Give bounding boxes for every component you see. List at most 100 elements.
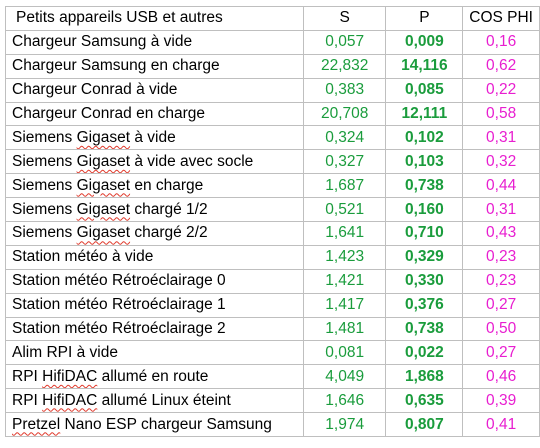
- table-row: Chargeur Conrad en charge 20,708 12,111 0,5…: [5, 101, 540, 127]
- table-row: Station météo Rétroéclairage 2 1,481 0,738…: [5, 316, 540, 342]
- device-label-text: Station météo Rétroéclairage 1: [12, 296, 226, 314]
- s-value-cell[interactable]: 1,646: [302, 388, 387, 414]
- device-label-misspelled-word: Gigaset: [76, 176, 131, 194]
- device-label-text: chargé 1/2: [130, 200, 208, 218]
- cos-phi-value-cell[interactable]: 0,27: [462, 340, 540, 366]
- device-label-cell[interactable]: Siemens Gigaset à vide avec socle: [5, 149, 304, 175]
- p-value-cell[interactable]: 0,160: [385, 197, 464, 223]
- device-label-cell[interactable]: RPI HifiDAC allumé Linux éteint: [5, 388, 304, 414]
- s-value-cell[interactable]: 0,324: [302, 125, 387, 151]
- device-label-text: Station météo Rétroéclairage 0: [12, 272, 226, 290]
- s-value-cell[interactable]: 20,708: [302, 101, 387, 127]
- device-label-text: Siemens: [12, 200, 77, 218]
- device-label-cell[interactable]: Chargeur Conrad à vide: [5, 77, 304, 103]
- device-label-misspelled-word: HifiDAC: [42, 391, 98, 409]
- s-value-cell[interactable]: 4,049: [302, 364, 387, 390]
- cos-phi-value-cell[interactable]: 0,44: [462, 173, 540, 199]
- device-label-cell[interactable]: Chargeur Conrad en charge: [5, 101, 304, 127]
- s-value-cell[interactable]: 1,423: [302, 244, 387, 270]
- device-label-text: Chargeur Conrad à vide: [12, 81, 178, 99]
- s-value-cell[interactable]: 1,421: [302, 268, 387, 294]
- device-label-cell[interactable]: Siemens Gigaset chargé 2/2: [5, 221, 304, 246]
- device-label-cell[interactable]: Station météo Rétroéclairage 1: [5, 292, 304, 318]
- s-value-cell[interactable]: 0,521: [302, 197, 387, 223]
- header-s[interactable]: S: [302, 6, 387, 31]
- table-row: Station météo Rétroéclairage 1 1,417 0,376…: [5, 292, 540, 318]
- p-value-cell[interactable]: 14,116: [385, 53, 464, 79]
- cos-phi-value-cell[interactable]: 0,39: [462, 388, 540, 414]
- device-label-cell[interactable]: Siemens Gigaset chargé 1/2: [5, 197, 304, 223]
- cos-phi-value-cell[interactable]: 0,23: [462, 268, 540, 294]
- device-label-text: Station météo Rétroéclairage 2: [12, 320, 226, 338]
- device-label-cell[interactable]: Alim RPI à vide: [5, 340, 304, 366]
- table-row: Siemens Gigaset à vide avec socle 0,327 0,…: [5, 149, 540, 175]
- s-value-cell[interactable]: 1,974: [302, 412, 387, 438]
- cos-phi-value-cell[interactable]: 0,31: [462, 125, 540, 151]
- p-value-cell[interactable]: 0,103: [385, 149, 464, 175]
- cos-phi-value-cell[interactable]: 0,41: [462, 412, 540, 438]
- p-value-cell[interactable]: 0,738: [385, 316, 464, 342]
- cos-phi-value-cell[interactable]: 0,31: [462, 197, 540, 223]
- device-label-text: allumé en route: [97, 367, 209, 385]
- device-label-text: chargé 2/2: [130, 224, 208, 242]
- p-value-cell[interactable]: 0,635: [385, 388, 464, 414]
- p-value-cell[interactable]: 0,738: [385, 173, 464, 199]
- p-value-cell[interactable]: 12,111: [385, 101, 464, 127]
- table-row: Siemens Gigaset en charge 1,687 0,738 0,44: [5, 173, 540, 199]
- device-label-text: allumé Linux éteint: [97, 391, 231, 409]
- device-label-text: RPI: [12, 391, 43, 409]
- device-label-text: Chargeur Samsung en charge: [12, 57, 220, 75]
- p-value-cell[interactable]: 0,710: [385, 221, 464, 246]
- cos-phi-value-cell[interactable]: 0,22: [462, 77, 540, 103]
- device-label-cell[interactable]: Chargeur Samsung en charge: [5, 53, 304, 79]
- s-value-cell[interactable]: 1,417: [302, 292, 387, 318]
- cos-phi-value-cell[interactable]: 0,16: [462, 29, 540, 55]
- p-value-cell[interactable]: 1,868: [385, 364, 464, 390]
- table-row: Chargeur Samsung à vide 0,057 0,009 0,16: [5, 29, 540, 55]
- s-value-cell[interactable]: 0,327: [302, 149, 387, 175]
- device-label-cell[interactable]: Siemens Gigaset à vide: [5, 125, 304, 151]
- cos-phi-value-cell[interactable]: 0,27: [462, 292, 540, 318]
- device-label-text: Chargeur Samsung à vide: [12, 33, 193, 51]
- p-value-cell[interactable]: 0,009: [385, 29, 464, 55]
- device-label-cell[interactable]: Pretzel Nano ESP chargeur Samsung: [5, 412, 304, 438]
- p-value-cell[interactable]: 0,330: [385, 268, 464, 294]
- device-label-cell[interactable]: Siemens Gigaset en charge: [5, 173, 304, 199]
- p-value-cell[interactable]: 0,022: [385, 340, 464, 366]
- device-label-cell[interactable]: Station météo Rétroéclairage 0: [5, 268, 304, 294]
- device-label-cell[interactable]: Chargeur Samsung à vide: [5, 29, 304, 55]
- device-label-cell[interactable]: Station météo à vide: [5, 244, 304, 270]
- device-label-misspelled-word: Gigaset: [76, 152, 131, 170]
- s-value-cell[interactable]: 0,383: [302, 77, 387, 103]
- device-label-cell[interactable]: Station météo Rétroéclairage 2: [5, 316, 304, 342]
- p-value-cell[interactable]: 0,329: [385, 244, 464, 270]
- device-label-text: Chargeur Conrad en charge: [12, 105, 206, 122]
- cos-phi-value-cell[interactable]: 0,32: [462, 149, 540, 175]
- cos-phi-value-cell[interactable]: 0,23: [462, 244, 540, 270]
- s-value-cell[interactable]: 0,057: [302, 29, 387, 55]
- cos-phi-value-cell[interactable]: 0,58: [462, 101, 540, 127]
- table-row: Siemens Gigaset à vide 0,324 0,102 0,31: [5, 125, 540, 151]
- p-value-cell[interactable]: 0,085: [385, 77, 464, 103]
- p-value-cell[interactable]: 0,807: [385, 412, 464, 438]
- table-row: Alim RPI à vide 0,081 0,022 0,27: [5, 340, 540, 366]
- cos-phi-value-cell[interactable]: 0,62: [462, 53, 540, 79]
- s-value-cell[interactable]: 1,641: [302, 221, 387, 246]
- cos-phi-value-cell[interactable]: 0,46: [462, 364, 540, 390]
- device-label-cell[interactable]: RPI HifiDAC allumé en route: [5, 364, 304, 390]
- header-row: Petits appareils USB et autres S P COS P…: [5, 6, 540, 31]
- p-value-cell[interactable]: 0,376: [385, 292, 464, 318]
- device-label-misspelled-word: Gigaset: [76, 128, 131, 146]
- s-value-cell[interactable]: 1,687: [302, 173, 387, 199]
- s-value-cell[interactable]: 0,081: [302, 340, 387, 366]
- device-label-text: Nano ESP chargeur Samsung: [60, 415, 272, 433]
- p-value-cell[interactable]: 0,102: [385, 125, 464, 151]
- header-label[interactable]: Petits appareils USB et autres: [5, 6, 304, 31]
- device-label-misspelled-word: Gigaset: [76, 200, 131, 218]
- cos-phi-value-cell[interactable]: 0,43: [462, 221, 540, 246]
- cos-phi-value-cell[interactable]: 0,50: [462, 316, 540, 342]
- header-cos-phi[interactable]: COS PHI: [462, 6, 540, 31]
- s-value-cell[interactable]: 22,832: [302, 53, 387, 79]
- header-p[interactable]: P: [385, 6, 464, 31]
- s-value-cell[interactable]: 1,481: [302, 316, 387, 342]
